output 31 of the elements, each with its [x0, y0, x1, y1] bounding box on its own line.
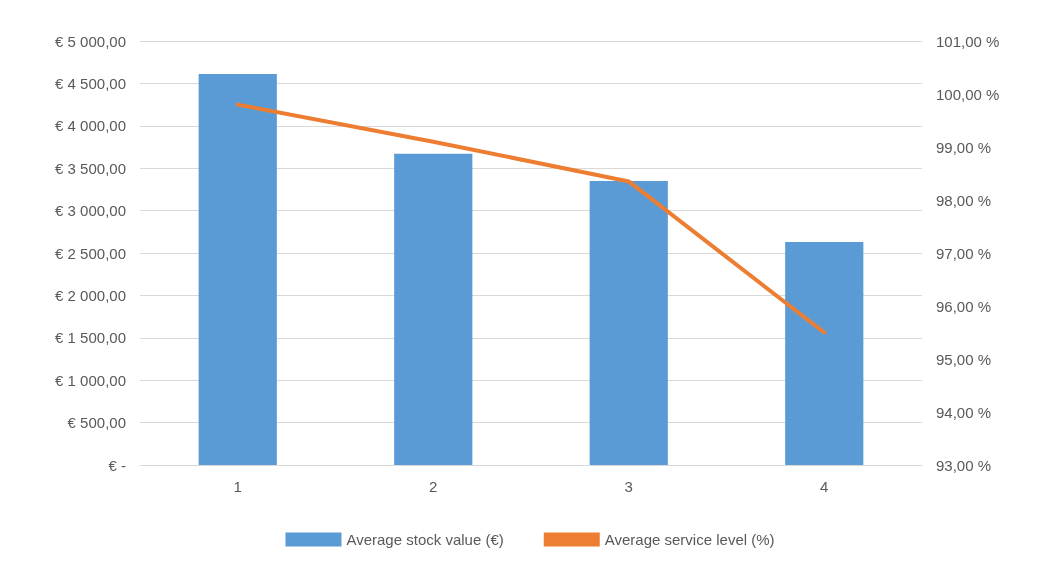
y2-tick-label: 97,00 %	[936, 244, 992, 262]
y-tick-label: € 4 500,00	[55, 74, 126, 92]
y2-tick-label: 96,00 %	[936, 297, 992, 315]
y-tick-label: € 3 500,00	[55, 159, 126, 177]
y2-tick-label: 101,00 %	[936, 32, 1000, 50]
x-tick-label: 3	[624, 478, 633, 495]
y2-tick-label: 95,00 %	[936, 350, 992, 368]
y2-tick-label: 98,00 %	[936, 191, 992, 209]
bar	[198, 74, 277, 465]
x-tick-label: 4	[820, 478, 829, 495]
y2-tick-label: 94,00 %	[936, 403, 992, 421]
bar	[785, 241, 864, 465]
y-tick-label: € 1 000,00	[55, 371, 126, 389]
y-tick-label: € 2 000,00	[55, 286, 126, 304]
y-tick-label: € 3 000,00	[55, 202, 126, 220]
bar	[394, 153, 473, 465]
y-tick-label: € 5 000,00	[55, 32, 126, 50]
legend-label: Average stock value (€)	[346, 531, 504, 548]
y-tick-label: € 1 500,00	[55, 329, 126, 347]
line-series	[235, 102, 827, 335]
y-tick-label: € 500,00	[67, 414, 126, 432]
y-tick-label: € -	[108, 456, 126, 474]
y2-tick-label: 100,00 %	[936, 85, 1000, 103]
y2-tick-label: 99,00 %	[936, 138, 992, 156]
x-tick-label: 2	[429, 478, 438, 495]
x-tick-label: 1	[233, 478, 242, 495]
y2-tick-label: 93,00 %	[936, 456, 992, 474]
bar	[589, 180, 668, 465]
y-tick-label: € 2 500,00	[55, 244, 126, 262]
y-tick-label: € 4 000,00	[55, 117, 126, 135]
legend-label: Average service level (%)	[604, 531, 775, 548]
